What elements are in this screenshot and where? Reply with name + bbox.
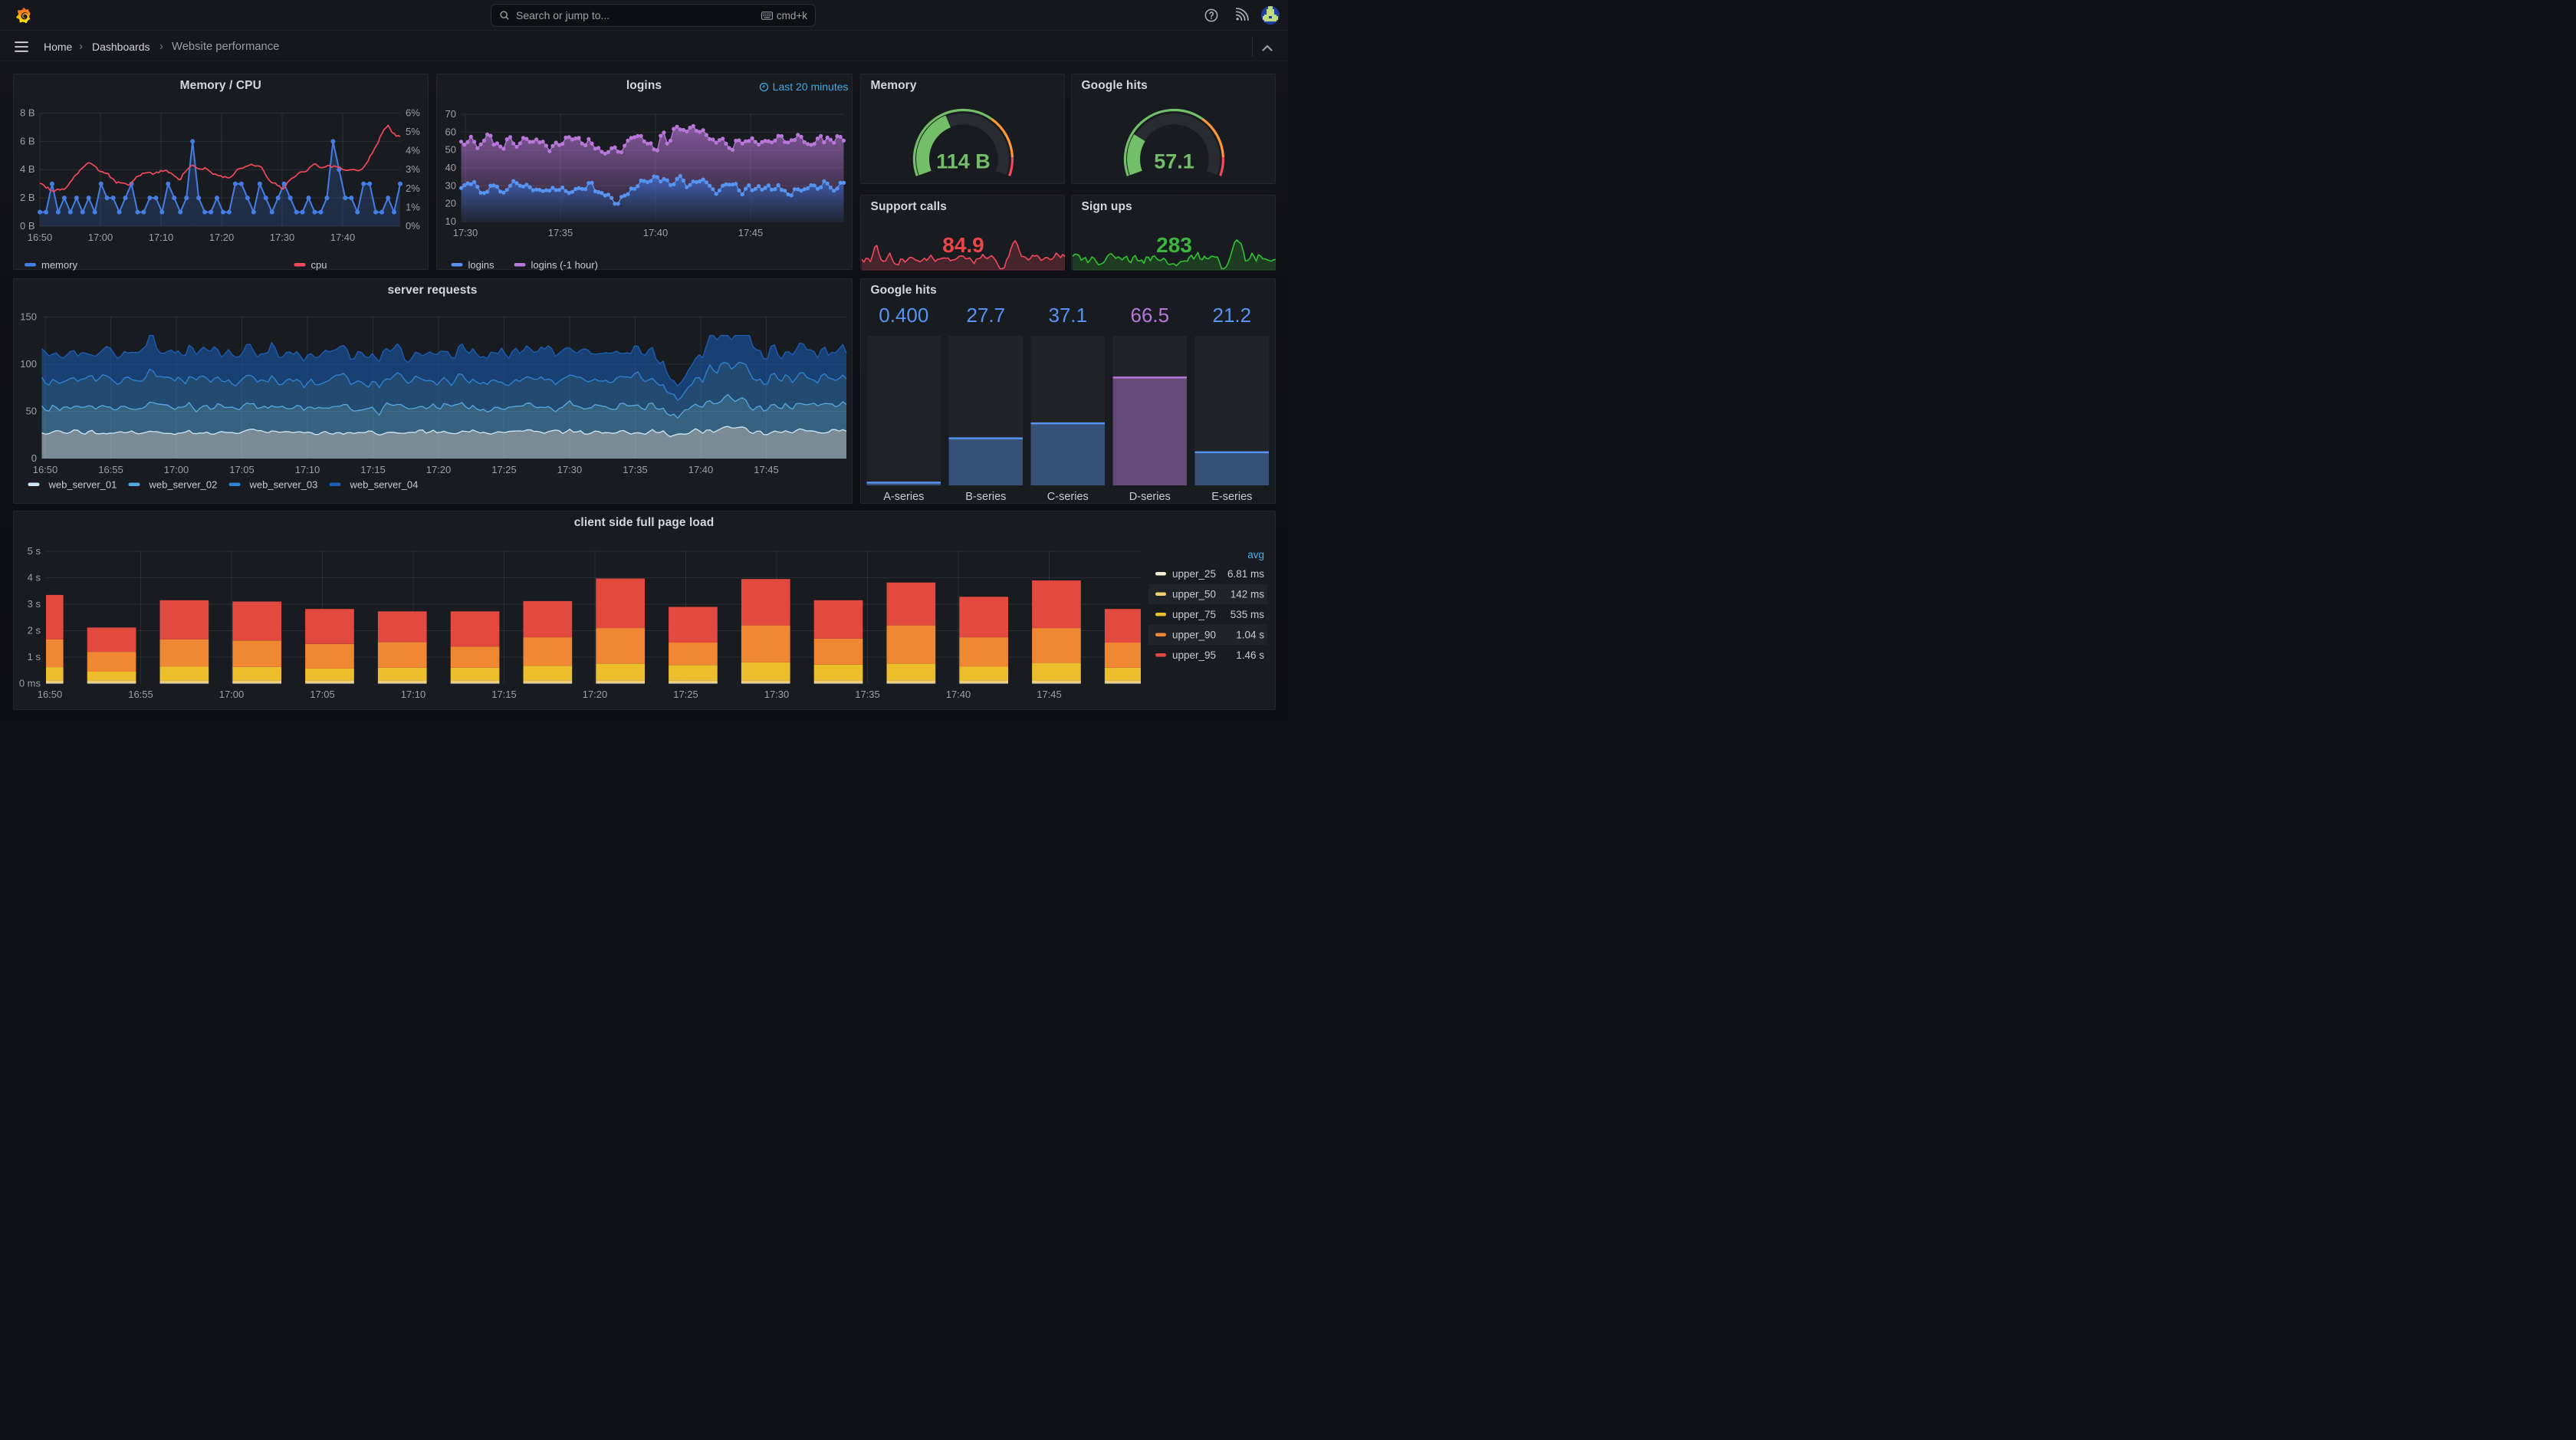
svg-text:upper_50: upper_50 <box>1172 589 1216 600</box>
svg-text:A-series: A-series <box>883 491 924 503</box>
svg-text:114 B: 114 B <box>936 150 991 173</box>
svg-text:3%: 3% <box>406 163 420 175</box>
svg-text:B-series: B-series <box>965 491 1006 503</box>
svg-text:17:00: 17:00 <box>87 232 113 243</box>
svg-text:D-series: D-series <box>1129 491 1170 503</box>
svg-text:17:25: 17:25 <box>673 689 698 700</box>
svg-text:6.81 ms: 6.81 ms <box>1227 568 1263 580</box>
svg-text:17:40: 17:40 <box>642 227 668 238</box>
svg-text:web_server_03: web_server_03 <box>248 479 317 491</box>
svg-text:37.1: 37.1 <box>1048 304 1087 327</box>
svg-text:4 B: 4 B <box>19 163 34 175</box>
svg-text:17:45: 17:45 <box>738 227 763 238</box>
svg-text:30: 30 <box>445 179 455 191</box>
svg-text:4 s: 4 s <box>27 572 41 584</box>
svg-text:17:45: 17:45 <box>1037 689 1062 700</box>
svg-text:1%: 1% <box>406 201 420 212</box>
svg-text:E-series: E-series <box>1211 491 1252 503</box>
svg-text:upper_25: upper_25 <box>1172 568 1216 580</box>
svg-text:0%: 0% <box>406 220 420 232</box>
svg-text:17:40: 17:40 <box>945 689 971 700</box>
svg-text:535 ms: 535 ms <box>1230 609 1264 620</box>
svg-text:16:55: 16:55 <box>98 464 123 475</box>
svg-text:16:50: 16:50 <box>37 689 62 700</box>
svg-text:logins: logins <box>468 259 494 271</box>
svg-text:2 s: 2 s <box>27 625 41 636</box>
svg-text:web_server_02: web_server_02 <box>148 479 217 491</box>
svg-text:1.46 s: 1.46 s <box>1236 649 1264 661</box>
svg-text:8 B: 8 B <box>19 107 34 119</box>
svg-text:50: 50 <box>445 144 455 156</box>
svg-text:60: 60 <box>445 126 455 137</box>
svg-text:66.5: 66.5 <box>1130 304 1169 327</box>
svg-text:16:50: 16:50 <box>32 464 58 475</box>
svg-text:17:45: 17:45 <box>754 464 779 475</box>
svg-text:17:40: 17:40 <box>330 232 355 243</box>
svg-text:283: 283 <box>1156 233 1192 257</box>
svg-text:0.400: 0.400 <box>879 304 928 327</box>
svg-text:17:30: 17:30 <box>452 227 478 238</box>
svg-text:logins (-1 hour): logins (-1 hour) <box>531 259 597 271</box>
svg-text:memory: memory <box>41 259 77 271</box>
svg-text:21.2: 21.2 <box>1212 304 1251 327</box>
svg-text:1.04 s: 1.04 s <box>1236 630 1264 641</box>
svg-text:17:35: 17:35 <box>547 227 573 238</box>
svg-text:17:25: 17:25 <box>491 464 517 475</box>
svg-text:17:10: 17:10 <box>294 464 320 475</box>
svg-text:web_server_04: web_server_04 <box>349 479 418 491</box>
svg-text:17:00: 17:00 <box>163 464 189 475</box>
svg-text:17:20: 17:20 <box>209 232 234 243</box>
svg-text:0: 0 <box>31 452 36 464</box>
svg-text:17:05: 17:05 <box>229 464 255 475</box>
svg-text:17:20: 17:20 <box>582 689 607 700</box>
svg-text:C-series: C-series <box>1046 491 1088 503</box>
svg-text:5 s: 5 s <box>27 545 41 557</box>
svg-text:17:10: 17:10 <box>400 689 426 700</box>
svg-text:2 B: 2 B <box>19 192 34 203</box>
svg-text:57.1: 57.1 <box>1154 150 1194 173</box>
svg-text:3 s: 3 s <box>27 598 41 610</box>
svg-text:84.9: 84.9 <box>942 233 984 257</box>
svg-text:0 B: 0 B <box>19 220 34 232</box>
svg-text:10: 10 <box>445 215 455 227</box>
svg-text:17:15: 17:15 <box>360 464 386 475</box>
svg-text:upper_90: upper_90 <box>1172 630 1216 641</box>
svg-text:web_server_01: web_server_01 <box>48 479 117 491</box>
svg-text:17:00: 17:00 <box>219 689 244 700</box>
svg-text:150: 150 <box>20 311 37 323</box>
svg-text:100: 100 <box>20 358 37 370</box>
svg-text:avg: avg <box>1247 549 1264 561</box>
svg-text:17:35: 17:35 <box>855 689 880 700</box>
svg-text:6 B: 6 B <box>19 135 34 146</box>
svg-text:16:55: 16:55 <box>128 689 153 700</box>
svg-text:50: 50 <box>25 406 36 417</box>
svg-text:40: 40 <box>445 162 455 173</box>
svg-text:upper_95: upper_95 <box>1172 649 1216 661</box>
svg-text:17:30: 17:30 <box>764 689 789 700</box>
svg-text:6%: 6% <box>406 107 420 119</box>
svg-text:16:50: 16:50 <box>27 232 52 243</box>
svg-text:142 ms: 142 ms <box>1230 589 1264 600</box>
svg-text:27.7: 27.7 <box>966 304 1005 327</box>
svg-text:17:30: 17:30 <box>557 464 582 475</box>
svg-text:20: 20 <box>445 198 455 209</box>
svg-text:4%: 4% <box>406 145 420 156</box>
svg-text:upper_75: upper_75 <box>1172 609 1216 620</box>
svg-text:5%: 5% <box>406 126 420 137</box>
svg-text:17:20: 17:20 <box>426 464 451 475</box>
svg-text:17:10: 17:10 <box>148 232 173 243</box>
svg-text:17:30: 17:30 <box>269 232 294 243</box>
svg-text:17:15: 17:15 <box>491 689 517 700</box>
svg-text:0 ms: 0 ms <box>18 678 41 689</box>
svg-text:1 s: 1 s <box>27 651 41 662</box>
svg-text:cpu: cpu <box>310 259 327 271</box>
svg-text:17:05: 17:05 <box>310 689 335 700</box>
svg-text:2%: 2% <box>406 182 420 194</box>
svg-text:70: 70 <box>445 108 455 120</box>
svg-text:17:35: 17:35 <box>623 464 648 475</box>
svg-text:17:40: 17:40 <box>688 464 713 475</box>
